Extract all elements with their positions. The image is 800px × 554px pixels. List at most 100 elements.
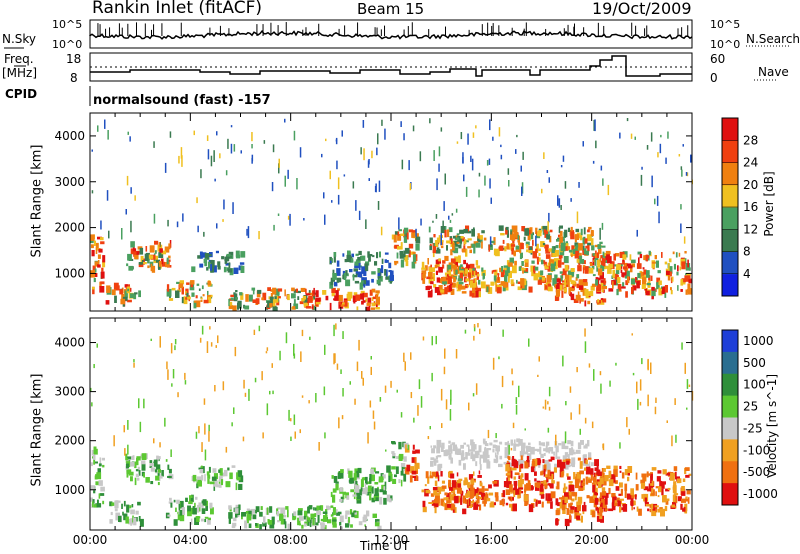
velocity-panel-cell (172, 369, 175, 379)
velocity-panel-cell (389, 477, 393, 482)
power-panel-cell (361, 277, 364, 283)
power-panel-cell (571, 254, 573, 258)
power-panel-cell (596, 265, 599, 272)
power-panel-cell (638, 257, 640, 265)
power-panel-cell (583, 248, 587, 255)
power-panel-cell (520, 278, 525, 286)
power-panel-cell (582, 141, 584, 147)
velocity-panel-cell (534, 471, 537, 476)
velocity-panel-cell (566, 473, 569, 477)
velocity-panel-cell (430, 460, 434, 467)
velocity-panel-cell (621, 472, 625, 479)
velocity-panel-cell (133, 362, 135, 368)
power-panel-cell (217, 265, 221, 270)
velocity-panel-cell (486, 448, 492, 451)
velocity-panel-cell (588, 452, 592, 460)
velocity-panel-cell (364, 483, 367, 487)
power-panel-cell (580, 228, 583, 236)
power-panel-cell (554, 295, 559, 301)
velocity-panel-cell (488, 484, 492, 489)
power-panel-cell (501, 266, 504, 272)
velocity-panel-cell (236, 477, 241, 481)
velocity-panel-cell (323, 386, 326, 396)
velocity-panel-cell (356, 470, 360, 478)
power-panel-cell (465, 268, 468, 274)
power-panel-cell (349, 269, 353, 273)
power-panel-cell (179, 283, 184, 289)
velocity-panel-cell (621, 507, 624, 511)
power-panel-cell (190, 280, 195, 285)
velocity-panel-cell (495, 433, 497, 439)
power-panel-cell (666, 270, 670, 275)
power-panel-cell (571, 269, 575, 277)
velocity-panel-cell (664, 505, 668, 512)
power-panel-cell (491, 270, 494, 274)
velocity-panel-cell (565, 464, 569, 470)
velocity-panel-cell (304, 521, 308, 526)
velocity-panel-cell (596, 516, 601, 522)
velocity-panel-cell (448, 457, 452, 460)
velocity-panel-cell (687, 497, 690, 504)
velocity-panel-cell (388, 475, 391, 482)
power-panel-cell (600, 282, 604, 290)
velocity-panel-cell (554, 463, 557, 470)
velocity-panel-cell (540, 471, 543, 476)
power-panel-cell (204, 253, 210, 260)
power-panel-cell (455, 235, 459, 239)
power-panel-cell (618, 289, 622, 292)
power-panel-cell (398, 217, 400, 230)
power-panel-cell (119, 289, 123, 295)
station-title: Rankin Inlet (fitACF) (92, 0, 263, 18)
power-panel-cell (458, 244, 462, 249)
velocity-panel-cell (533, 458, 538, 467)
velocity-panel-cell (568, 485, 571, 491)
power-panel-cell (158, 252, 164, 258)
power-panel-cell (100, 237, 104, 241)
power-panel-cell (558, 260, 562, 268)
power-panel-cell (612, 281, 614, 289)
power-panel-cell (616, 288, 619, 296)
power-panel-cell (584, 300, 587, 307)
power-panel-cell (338, 294, 343, 302)
velocity-panel-cell (317, 515, 320, 523)
power-panel-cell (555, 289, 560, 297)
velocity-panel-cell (320, 524, 326, 528)
power-panel-cell (681, 278, 686, 283)
velocity-panel-cell (590, 468, 594, 476)
power-panel-cell (380, 226, 383, 236)
power-panel-cell (459, 272, 464, 281)
power-panel-cell (452, 235, 456, 239)
velocity-panel-cell (335, 323, 337, 330)
power-panel-cell (567, 246, 571, 250)
velocity-panel-cell (587, 477, 591, 480)
velocity-panel-cell (513, 490, 516, 498)
velocity-panel-cell (425, 471, 429, 479)
velocity-panel-cell (209, 502, 213, 509)
power-panel-cell (670, 277, 673, 284)
power-panel-cell (570, 293, 575, 301)
power-panel-cell (575, 277, 578, 281)
velocity-panel-cell (333, 353, 335, 365)
power-panel-cell (388, 262, 392, 269)
velocity-panel-cell (202, 499, 207, 506)
velocity-panel-cell (241, 512, 246, 517)
power-panel-cell (500, 281, 505, 286)
power-panel-cell (230, 294, 234, 297)
power-panel-cell (202, 294, 205, 297)
power-panel-cell (688, 278, 692, 284)
velocity-panel-cell (604, 475, 609, 482)
velocity-panel-cell (93, 461, 98, 464)
power-panel-cell (363, 281, 366, 288)
velocity-panel-cell (639, 379, 642, 391)
velocity-panel-cell (682, 478, 686, 482)
velocity-panel-cell (555, 518, 558, 526)
velocity-panel-cell (686, 490, 691, 495)
power-panel-cell (336, 260, 340, 267)
power-panel-cell (433, 284, 437, 288)
velocity-panel-cell (125, 463, 130, 469)
velocity-panel-cell (412, 444, 415, 450)
velocity-panel-y-tick-label: 3000 (54, 385, 85, 399)
power-panel-cell (153, 141, 155, 148)
power-panel-cell (509, 233, 513, 240)
velocity-panel-cell (641, 494, 644, 499)
